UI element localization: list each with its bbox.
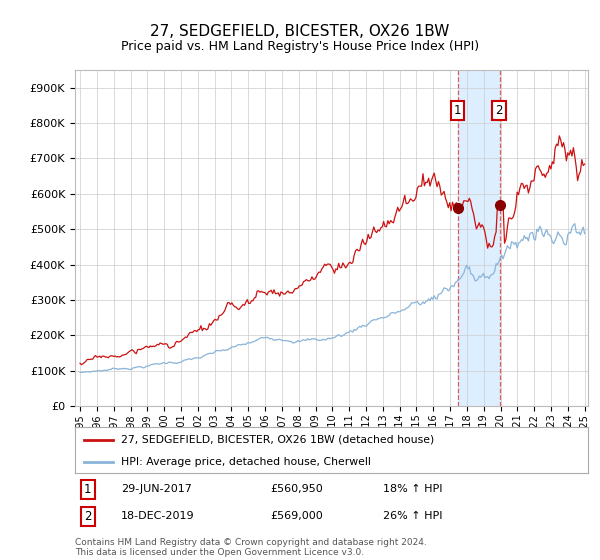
- Text: HPI: Average price, detached house, Cherwell: HPI: Average price, detached house, Cher…: [121, 457, 371, 466]
- Text: 26% ↑ HPI: 26% ↑ HPI: [383, 511, 442, 521]
- Text: 2: 2: [496, 104, 503, 117]
- Text: Price paid vs. HM Land Registry's House Price Index (HPI): Price paid vs. HM Land Registry's House …: [121, 40, 479, 53]
- Text: £560,950: £560,950: [270, 484, 323, 494]
- Text: 1: 1: [454, 104, 461, 117]
- Text: 27, SEDGEFIELD, BICESTER, OX26 1BW (detached house): 27, SEDGEFIELD, BICESTER, OX26 1BW (deta…: [121, 435, 434, 445]
- Text: Contains HM Land Registry data © Crown copyright and database right 2024.
This d: Contains HM Land Registry data © Crown c…: [75, 538, 427, 557]
- Text: 2: 2: [84, 510, 92, 523]
- Text: 29-JUN-2017: 29-JUN-2017: [121, 484, 192, 494]
- Text: 18-DEC-2019: 18-DEC-2019: [121, 511, 195, 521]
- Text: 1: 1: [84, 483, 92, 496]
- Bar: [458, 70, 500, 406]
- Text: 18% ↑ HPI: 18% ↑ HPI: [383, 484, 442, 494]
- Text: £569,000: £569,000: [270, 511, 323, 521]
- Text: 27, SEDGEFIELD, BICESTER, OX26 1BW: 27, SEDGEFIELD, BICESTER, OX26 1BW: [151, 24, 449, 39]
